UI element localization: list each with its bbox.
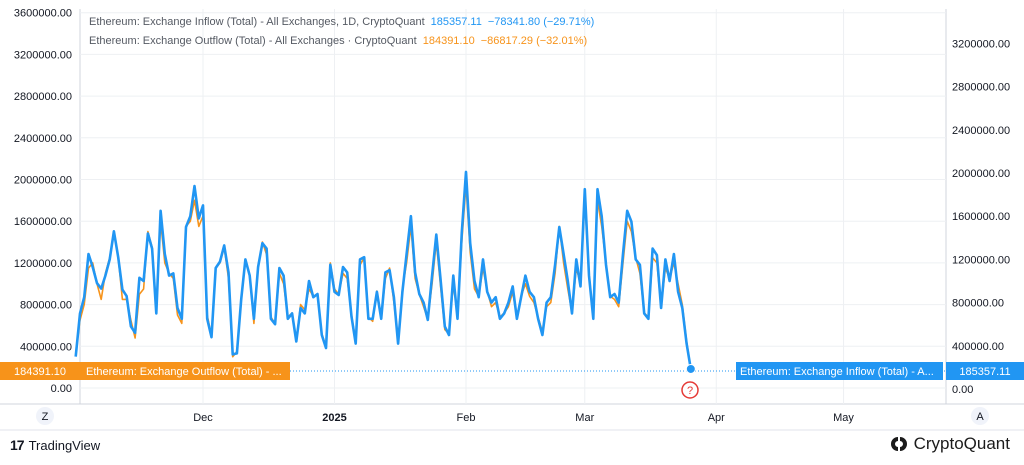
- right-tick-label: 2400000.00: [952, 125, 1010, 137]
- tradingview-logo-icon: 17: [10, 437, 25, 453]
- svg-text:A: A: [976, 411, 984, 423]
- inflow-series-line[interactable]: [74, 170, 693, 370]
- left-tick-label: 0.00: [51, 383, 72, 395]
- right-tick-label: 800000.00: [952, 298, 1004, 310]
- x-axis[interactable]: Dec 2025 Feb Mar Apr May: [193, 412, 854, 424]
- left-tick-label: 1200000.00: [14, 258, 72, 270]
- alert-question-icon[interactable]: ?: [681, 381, 699, 399]
- svg-text:Ethereum: Exchange Inflow (Tot: Ethereum: Exchange Inflow (Total) - A...: [740, 366, 934, 378]
- right-y-axis[interactable]: 0.00 400000.00 800000.00 1200000.00 1600000.…: [952, 38, 1010, 396]
- cryptoquant-logo-text: CryptoQuant: [913, 434, 1010, 453]
- svg-text:185357.11: 185357.11: [959, 366, 1010, 378]
- tradingview-logo[interactable]: 17 TradingView: [10, 437, 100, 453]
- svg-text:184391.10: 184391.10: [14, 366, 66, 378]
- x-tick-label: 2025: [322, 412, 346, 424]
- legend-outflow[interactable]: Ethereum: Exchange Outflow (Total) - All…: [89, 35, 587, 47]
- right-tick-label: 400000.00: [952, 341, 1004, 353]
- legend-outflow-value: 184391.10: [422, 35, 475, 47]
- gridlines: [80, 9, 946, 404]
- x-tick-label: Mar: [575, 412, 594, 424]
- right-tick-label: 1200000.00: [952, 254, 1010, 266]
- left-scale-button[interactable]: Z: [36, 407, 54, 425]
- legend-inflow-change: −78341.80 (−29.71%): [487, 16, 595, 28]
- right-tick-label: 0.00: [952, 384, 973, 396]
- right-tick-label: 1600000.00: [952, 211, 1010, 223]
- x-tick-label: May: [833, 412, 854, 424]
- svg-text:?: ?: [687, 385, 693, 397]
- left-tick-label: 800000.00: [20, 300, 72, 312]
- cryptoquant-logo-icon: [890, 437, 907, 451]
- x-tick-label: Feb: [457, 412, 476, 424]
- right-tick-label: 2000000.00: [952, 168, 1010, 180]
- left-tick-label: 1600000.00: [14, 216, 72, 228]
- left-tick-label: 3600000.00: [14, 8, 72, 20]
- x-tick-label: Dec: [193, 412, 213, 424]
- legend-inflow[interactable]: Ethereum: Exchange Inflow (Total) - All …: [89, 16, 594, 28]
- left-y-axis[interactable]: 0.00 400000.00 800000.00 1200000.00 1600000.…: [14, 8, 72, 395]
- inflow-price-tag[interactable]: Ethereum: Exchange Inflow (Total) - A...…: [736, 362, 1024, 380]
- svg-text:Z: Z: [42, 411, 49, 423]
- left-tick-label: 2000000.00: [14, 175, 72, 187]
- left-tick-label: 400000.00: [20, 341, 72, 353]
- x-tick-label: Apr: [708, 412, 725, 424]
- legend-inflow-name: Ethereum: Exchange Inflow (Total) - All …: [89, 16, 425, 28]
- outflow-series-line[interactable]: [74, 183, 692, 369]
- left-tick-label: 2800000.00: [14, 91, 72, 103]
- outflow-price-tag[interactable]: 184391.10 Ethereum: Exchange Outflow (To…: [0, 362, 290, 380]
- svg-text:Ethereum: Exchange Outflow (To: Ethereum: Exchange Outflow (Total) - ...: [86, 366, 282, 378]
- left-tick-label: 2400000.00: [14, 133, 72, 145]
- right-tick-label: 3200000.00: [952, 38, 1010, 50]
- last-point-marker: [685, 363, 696, 374]
- legend-outflow-change: −86817.29 (−32.01%): [480, 35, 588, 47]
- legend-outflow-name: Ethereum: Exchange Outflow (Total) - All…: [89, 35, 417, 47]
- tradingview-logo-text: TradingView: [28, 437, 101, 453]
- series-layer: [74, 170, 693, 370]
- cryptoquant-logo[interactable]: CryptoQuant: [890, 434, 1010, 454]
- right-tick-label: 2800000.00: [952, 82, 1010, 94]
- legend-inflow-value: 185357.11: [430, 16, 482, 28]
- left-tick-label: 3200000.00: [14, 49, 72, 61]
- right-scale-button[interactable]: A: [971, 407, 989, 425]
